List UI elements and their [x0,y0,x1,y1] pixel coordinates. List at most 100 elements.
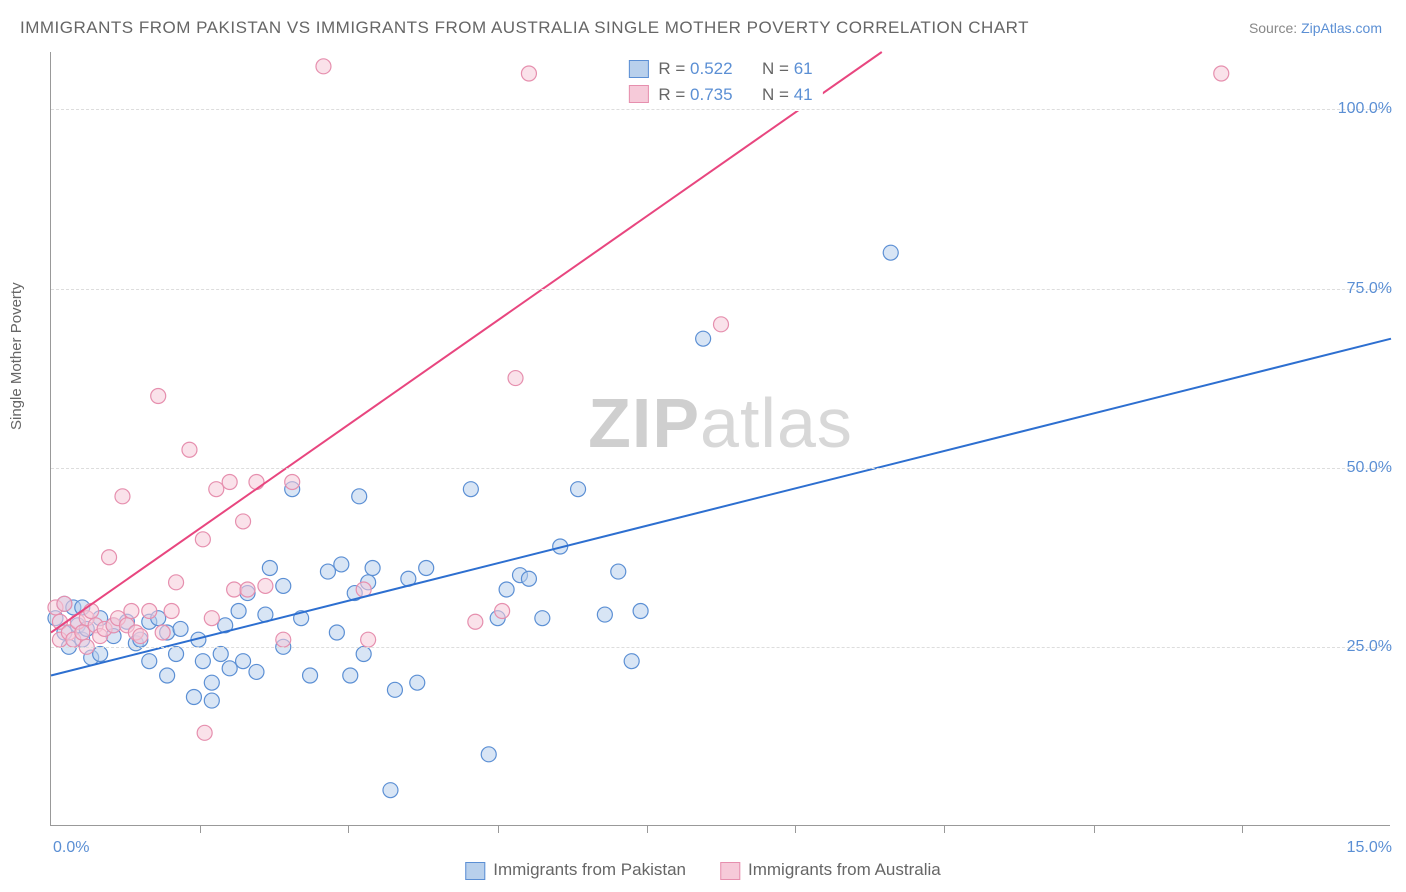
y-tick-label: 75.0% [1347,280,1392,298]
scatter-point [1214,66,1229,81]
source-prefix: Source: [1249,20,1301,36]
scatter-point [468,614,483,629]
scatter-point [182,442,197,457]
x-tick-mark [200,825,201,833]
scatter-point [151,389,166,404]
source-link[interactable]: ZipAtlas.com [1301,20,1382,36]
scatter-point [633,604,648,619]
scatter-point [521,571,536,586]
gridline [51,109,1390,110]
scatter-point [352,489,367,504]
scatter-point [383,783,398,798]
legend-swatch [628,85,648,103]
scatter-plot [51,52,1390,825]
scatter-point [204,693,219,708]
legend-label: Immigrants from Australia [748,860,941,879]
y-tick-label: 50.0% [1347,459,1392,477]
scatter-point [195,532,210,547]
scatter-point [142,604,157,619]
gridline [51,468,1390,469]
scatter-point [481,747,496,762]
scatter-point [334,557,349,572]
x-tick-mark [944,825,945,833]
scatter-point [209,482,224,497]
scatter-point [320,564,335,579]
scatter-point [316,59,331,74]
x-tick-mark [795,825,796,833]
legend-swatch [720,862,740,880]
scatter-point [231,604,246,619]
scatter-point [495,604,510,619]
y-tick-label: 25.0% [1347,638,1392,656]
scatter-point [204,675,219,690]
scatter-point [611,564,626,579]
scatter-point [75,625,90,640]
x-tick-mark [1242,825,1243,833]
scatter-point [410,675,425,690]
scatter-point [169,647,184,662]
scatter-point [124,604,139,619]
scatter-point [240,582,255,597]
scatter-point [365,561,380,576]
scatter-point [249,664,264,679]
trend-line [51,52,882,633]
scatter-point [714,317,729,332]
scatter-point [356,647,371,662]
scatter-point [508,371,523,386]
scatter-point [361,632,376,647]
y-tick-label: 100.0% [1338,100,1392,118]
scatter-point [883,245,898,260]
x-tick-mark [647,825,648,833]
scatter-point [276,578,291,593]
legend-swatch [628,60,648,78]
scatter-point [227,582,242,597]
legend-swatch [465,862,485,880]
scatter-point [521,66,536,81]
scatter-point [535,611,550,626]
scatter-point [571,482,586,497]
scatter-point [329,625,344,640]
scatter-point [499,582,514,597]
y-axis-label: Single Mother Poverty [8,282,25,430]
scatter-point [285,475,300,490]
scatter-point [142,654,157,669]
x-tick-mark [1094,825,1095,833]
scatter-point [258,578,273,593]
trend-line [51,339,1391,676]
legend-label: Immigrants from Pakistan [493,860,686,879]
source-credit: Source: ZipAtlas.com [1249,20,1382,36]
scatter-point [262,561,277,576]
scatter-point [624,654,639,669]
x-tick-label: 15.0% [1347,839,1392,857]
scatter-point [164,604,179,619]
x-tick-mark [348,825,349,833]
scatter-point [597,607,612,622]
scatter-point [463,482,478,497]
scatter-point [236,654,251,669]
legend-item: Immigrants from Australia [720,860,941,880]
scatter-point [93,647,108,662]
scatter-point [204,611,219,626]
legend-series: Immigrants from Pakistan Immigrants from … [465,860,940,880]
scatter-point [419,561,434,576]
scatter-point [115,489,130,504]
scatter-point [160,668,175,683]
legend-r-label: R = 0.735 [658,82,732,108]
scatter-point [84,604,99,619]
scatter-point [236,514,251,529]
scatter-point [387,682,402,697]
x-tick-mark [498,825,499,833]
scatter-point [303,668,318,683]
scatter-point [343,668,358,683]
scatter-point [195,654,210,669]
scatter-point [173,621,188,636]
legend-item: Immigrants from Pakistan [465,860,686,880]
legend-correlation: R = 0.522 N = 61R = 0.735 N = 41 [618,52,822,111]
chart-area: ZIPatlas R = 0.522 N = 61R = 0.735 N = 4… [50,52,1390,826]
legend-r-label: R = 0.522 [658,56,732,82]
scatter-point [696,331,711,346]
scatter-point [169,575,184,590]
scatter-point [222,475,237,490]
scatter-point [222,661,237,676]
scatter-point [133,629,148,644]
